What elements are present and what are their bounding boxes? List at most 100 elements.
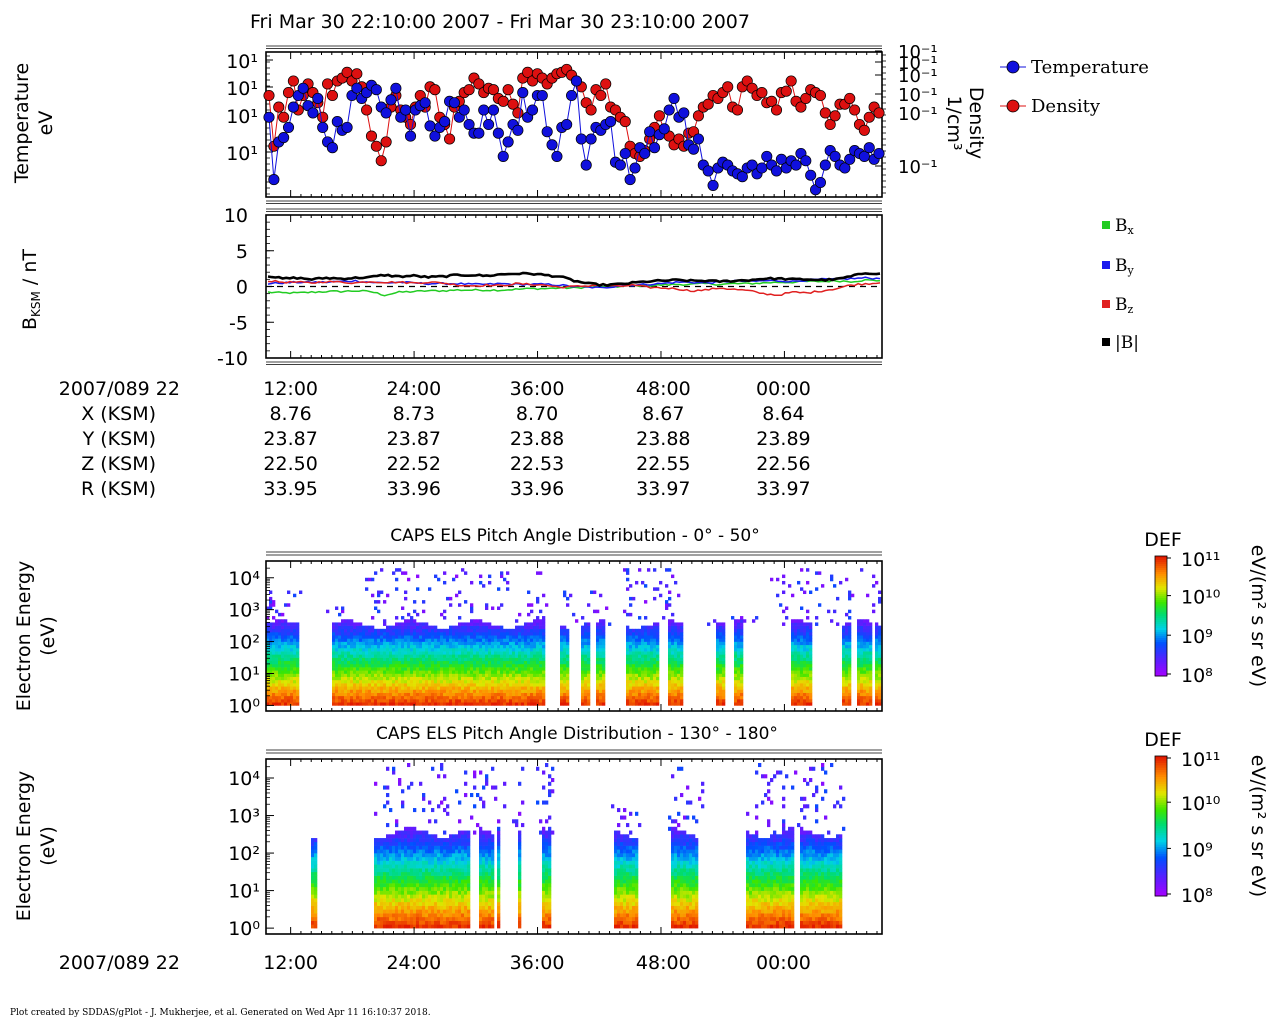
ephemeris-value: 8.70: [516, 403, 558, 425]
field-tick-label: 10: [224, 205, 248, 227]
density-point: [814, 89, 826, 102]
ephemeris-value: 22.50: [263, 453, 317, 475]
ephemeris-table: 2007/089 22 12:00 24:00 36:00 48:00 00:00 X (K…: [59, 378, 811, 500]
density-point: [380, 136, 392, 148]
temperature-tick-label: 10¹: [226, 143, 258, 165]
temperature-point: [570, 75, 582, 87]
temperature-point: [619, 147, 631, 160]
density-axis-unit: 1/cm³: [943, 95, 965, 150]
colorbar-frame: [1154, 755, 1168, 897]
field-tick-label: 0: [236, 277, 248, 299]
temperature-point: [658, 123, 670, 135]
legend-swatch-bz: [1102, 300, 1110, 308]
temperature-point: [551, 150, 563, 162]
colorbar-label: DEF: [1144, 529, 1182, 551]
ephemeris-value: 8.64: [762, 403, 804, 425]
field-tick-label: 5: [236, 241, 248, 263]
ephemeris-row-label: X (KSM): [81, 403, 156, 425]
temperature-point: [492, 127, 504, 139]
temperature-point: [790, 159, 802, 171]
legend-by: By: [1115, 256, 1135, 277]
temperature-point: [736, 171, 748, 183]
density-point: [619, 116, 631, 128]
energy-tick-label: 10³: [228, 600, 260, 622]
density-point: [819, 107, 831, 119]
colorbar-tick-label: 10⁸: [1181, 885, 1213, 907]
ephemeris-start-label: 2007/089 22: [59, 378, 180, 400]
bottom-start-label: 2007/089 22: [59, 952, 180, 974]
colorbar-frame: [1154, 555, 1168, 677]
temperature-point: [526, 104, 539, 116]
temperature-point: [282, 121, 295, 133]
temperature-point: [297, 82, 309, 94]
temperature-point: [312, 92, 324, 104]
temperature-point: [863, 142, 875, 154]
ephemeris-value: 33.96: [510, 478, 564, 500]
colorbar-tick-label: 10¹⁰: [1181, 793, 1220, 815]
temperature-point: [614, 159, 626, 171]
temperature-point: [605, 116, 617, 128]
bottom-time-axis: 2007/089 22 12:00 24:00 36:00 48:00 00:00: [59, 952, 811, 974]
temperature-point: [483, 118, 495, 131]
temperature-point: [512, 124, 524, 136]
temperature-tick-label: 10¹: [226, 106, 258, 128]
colorbar-unit: eV/(m² s sr eV): [1247, 545, 1269, 687]
temperature-point: [448, 97, 460, 109]
ephemeris-value: 22.52: [387, 453, 441, 475]
ephemeris-value: 33.96: [387, 478, 441, 500]
temperature-point: [390, 82, 402, 94]
temperature-point: [478, 104, 490, 116]
temperature-point: [419, 97, 431, 109]
ephemeris-time-label: 36:00: [510, 378, 565, 400]
temperature-point: [541, 126, 553, 138]
temperature-point: [800, 155, 812, 167]
ephemeris-value: 33.97: [636, 478, 690, 500]
bottom-time-label: 24:00: [386, 952, 441, 974]
temperature-point: [585, 133, 597, 145]
temperature-point: [473, 127, 485, 139]
ephemeris-value: 23.89: [756, 428, 810, 450]
density-point: [497, 95, 509, 107]
temperature-point: [761, 150, 773, 162]
colorbar-unit: eV/(m² s sr eV): [1247, 755, 1269, 897]
legend-temperature: Temperature: [1031, 57, 1149, 78]
temperature-point: [326, 142, 338, 154]
footer-credit: Plot created by SDDAS/gPlot - J. Mukherj…: [10, 1008, 431, 1018]
density-point: [692, 110, 704, 122]
temperature-point: [429, 130, 441, 142]
colorbar-tick-label: 10⁸: [1181, 665, 1213, 687]
density-point: [829, 110, 841, 122]
colorbar-tick-label: 10⁹: [1181, 626, 1213, 648]
density-point: [795, 101, 807, 113]
legend-bz: Bz: [1115, 295, 1134, 316]
temperature-point: [580, 159, 592, 171]
electron-energy-label-1: Electron Energy: [13, 561, 35, 712]
density-point: [722, 81, 734, 93]
temperature-point: [688, 143, 700, 155]
field-tick-label: -10: [217, 348, 248, 370]
density-point: [326, 89, 338, 102]
temperature-point: [424, 120, 436, 132]
temperature-point: [463, 118, 475, 131]
temperature-point: [497, 150, 509, 162]
density-point: [849, 104, 861, 116]
density-point: [444, 133, 456, 145]
density-point: [273, 101, 285, 113]
temperature-point: [439, 116, 451, 128]
temperature-point: [873, 147, 885, 160]
ephemeris-time-label: 24:00: [386, 378, 441, 400]
temperature-point: [331, 116, 343, 128]
legend-swatch-by: [1102, 261, 1110, 269]
density-point: [585, 104, 597, 116]
electron-energy-label-2: Electron Energy: [13, 771, 35, 922]
bottom-time-label: 36:00: [510, 952, 565, 974]
density-tick-label: 10⁻¹: [898, 85, 938, 106]
density-point: [507, 98, 519, 110]
density-axis-label: Density: [965, 87, 987, 159]
density-tick-label: 10⁻¹: [898, 53, 938, 74]
electron-energy-unit-2: (eV): [37, 826, 59, 866]
temperature-point: [400, 104, 412, 116]
temperature-point: [668, 92, 680, 104]
